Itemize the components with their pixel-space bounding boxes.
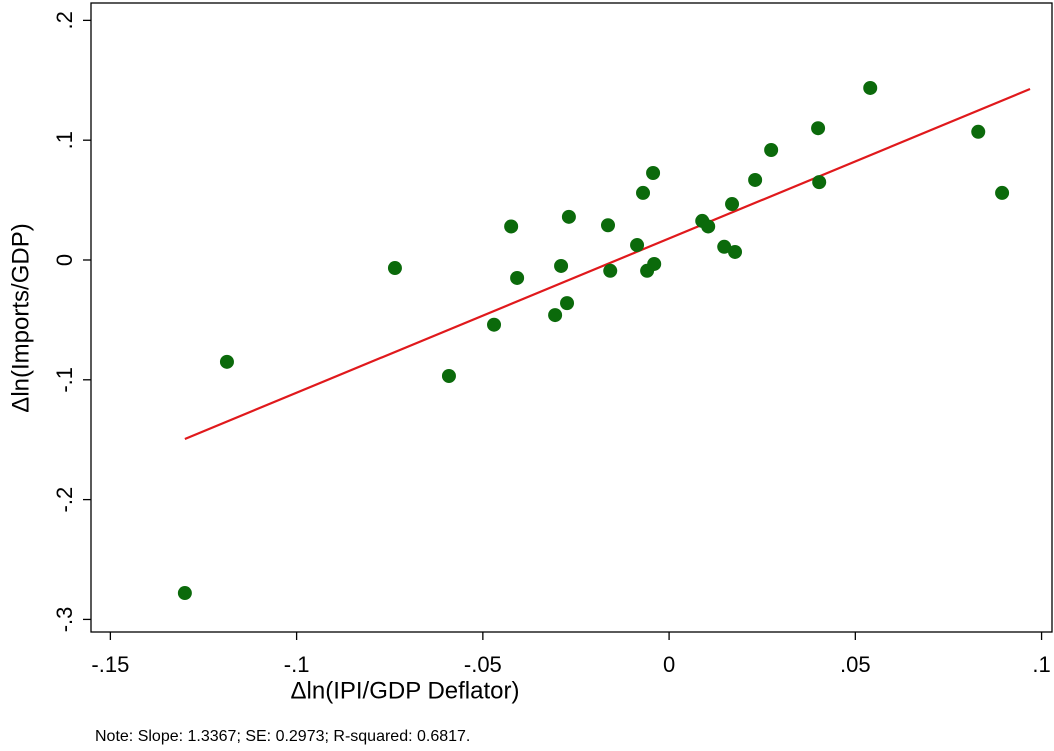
- point: [510, 270, 525, 285]
- point: [764, 143, 779, 158]
- y-tick-label: -.1: [52, 367, 77, 393]
- point: [504, 219, 519, 234]
- point: [219, 354, 234, 369]
- x-tick-label: 0: [663, 652, 675, 677]
- x-tick-label: .05: [840, 652, 871, 677]
- point: [441, 368, 456, 383]
- point: [748, 172, 763, 187]
- point: [728, 244, 743, 259]
- point: [971, 124, 986, 139]
- note: Note: Slope: 1.3367; SE: 0.2973; R-squar…: [95, 728, 470, 745]
- point: [995, 185, 1010, 200]
- point: [636, 185, 651, 200]
- y-tick-label: .2: [52, 11, 77, 29]
- point: [554, 258, 569, 273]
- point: [548, 308, 563, 323]
- x-tick-label: -.15: [91, 652, 129, 677]
- point: [812, 175, 827, 190]
- y-axis-title: Δln(Imports/GDP): [7, 223, 34, 412]
- point: [177, 586, 192, 601]
- x-tick-label: .1: [1032, 652, 1050, 677]
- point: [646, 166, 661, 181]
- point: [717, 239, 732, 254]
- x-tick-label: -.1: [284, 652, 310, 677]
- point: [603, 263, 618, 278]
- x-axis-title: Δln(IPI/GDP Deflator): [291, 677, 520, 704]
- point: [630, 238, 645, 253]
- point: [561, 209, 576, 224]
- point: [560, 296, 575, 311]
- point: [725, 197, 740, 212]
- point: [487, 317, 502, 332]
- point: [647, 256, 662, 271]
- point: [701, 219, 716, 234]
- point: [387, 261, 402, 276]
- y-tick-label: .1: [52, 131, 77, 149]
- point: [811, 121, 826, 136]
- y-tick-label: -.3: [52, 607, 77, 633]
- point: [863, 80, 878, 95]
- y-tick-label: -.2: [52, 487, 77, 513]
- point: [601, 218, 616, 233]
- fit-line: [184, 88, 1031, 441]
- plot-frame: [90, 2, 1053, 633]
- y-tick-label: 0: [52, 254, 77, 266]
- x-tick-label: -.05: [464, 652, 502, 677]
